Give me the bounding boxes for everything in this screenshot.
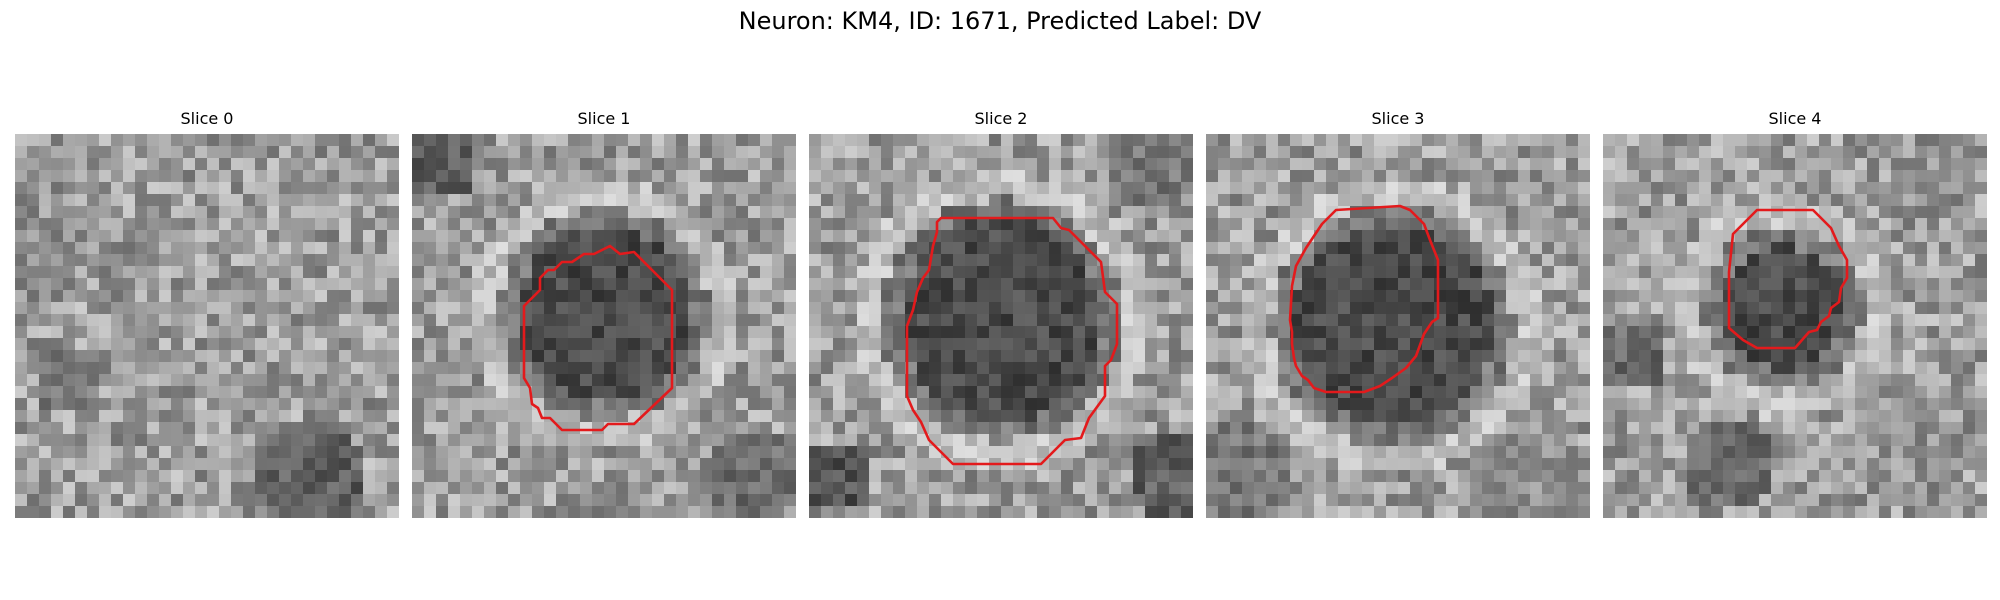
cell-contour <box>1727 208 1849 350</box>
figure-title: Neuron: KM4, ID: 1671, Predicted Label: … <box>738 7 1262 35</box>
slice-image-4 <box>1603 134 1987 518</box>
slice-panel-0: Slice 0 <box>15 108 399 518</box>
slice-image-0 <box>15 134 399 518</box>
slice-image-1 <box>412 134 796 518</box>
slice-panel-1: Slice 1 <box>412 108 796 518</box>
slice-title-4: Slice 4 <box>1768 109 1822 128</box>
slice-panel-3: Slice 3 <box>1206 108 1590 518</box>
slice-title-2: Slice 2 <box>974 109 1028 128</box>
slice-title-0: Slice 0 <box>180 109 234 128</box>
slice-image-2 <box>809 134 1193 518</box>
cell-contour <box>522 244 674 432</box>
cell-contour <box>905 216 1119 466</box>
slice-image-3 <box>1206 134 1590 518</box>
slice-title-3: Slice 3 <box>1371 109 1425 128</box>
slice-panel-2: Slice 2 <box>809 108 1193 518</box>
slice-title-1: Slice 1 <box>577 109 631 128</box>
slice-panel-4: Slice 4 <box>1603 108 1987 518</box>
cell-contour <box>1288 204 1440 394</box>
